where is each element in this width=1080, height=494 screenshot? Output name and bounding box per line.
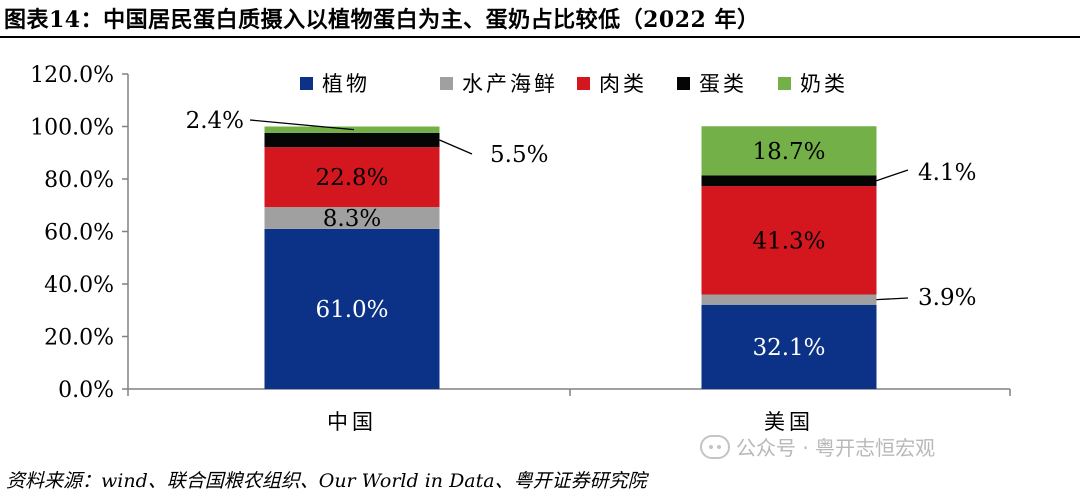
- data-label: 32.1%: [752, 335, 825, 361]
- legend-swatch: [440, 77, 453, 90]
- bar-segment: [264, 207, 440, 229]
- legend-label: 植物: [322, 72, 370, 96]
- y-tick-label: 20.0%: [44, 326, 114, 351]
- data-label: 22.8%: [315, 165, 388, 191]
- legend-label: 蛋类: [699, 72, 747, 96]
- legend-swatch: [300, 77, 313, 90]
- leader-line: [439, 139, 473, 155]
- x-category-label: 美国: [764, 410, 814, 434]
- data-label: 8.3%: [323, 206, 381, 232]
- y-tick-label: 0.0%: [58, 378, 114, 403]
- bar-segment: [264, 132, 440, 148]
- figure-title: 图表14：中国居民蛋白质摄入以植物蛋白为主、蛋奶占比较低（2022 年）: [4, 7, 760, 33]
- y-tick-label: 80.0%: [44, 168, 114, 193]
- legend-swatch: [677, 77, 690, 90]
- data-label: 61.0%: [315, 297, 388, 323]
- bar-segment: [701, 294, 877, 305]
- watermark-text: 公众号 · 粤开志恒宏观: [736, 436, 936, 460]
- y-tick-label: 40.0%: [44, 273, 114, 298]
- legend-label: 奶类: [800, 72, 848, 96]
- data-label: 41.3%: [752, 228, 825, 254]
- data-label: 3.9%: [918, 285, 976, 311]
- x-category-label: 中国: [327, 410, 377, 434]
- data-label: 5.5%: [490, 142, 548, 168]
- leader-line: [876, 169, 909, 182]
- bar-segment: [264, 228, 440, 389]
- bar-segment: [264, 147, 440, 208]
- chart-data-labels: 61.0% 8.3% 22.8% 5.5% 2.4% 32.1% 3.9% 41.3% 4.1%…: [186, 108, 977, 361]
- bar-segment: [701, 186, 877, 295]
- bar-segment: [701, 304, 877, 389]
- data-label: 18.7%: [752, 139, 825, 165]
- bar-segment: [701, 126, 877, 176]
- legend-label: 水产海鲜: [462, 72, 558, 96]
- leader-line: [876, 297, 909, 301]
- watermark: 公众号 · 粤开志恒宏观: [700, 432, 935, 461]
- stacked-bar-chart: 0.0% 20.0% 40.0% 60.0% 80.0% 100.0% 120.0% 中国 美国…: [30, 63, 1011, 434]
- y-tick-label: 120.0%: [30, 63, 114, 88]
- chart-legend: 植物 水产海鲜 肉类 蛋类 奶类: [300, 72, 848, 96]
- leader-line: [249, 119, 355, 131]
- data-label: 2.4%: [186, 108, 244, 134]
- y-tick-label: 100.0%: [30, 116, 114, 141]
- y-tick-label: 60.0%: [44, 221, 114, 246]
- legend-swatch: [577, 77, 590, 90]
- title-divider: [0, 36, 1080, 38]
- data-label: 4.1%: [918, 160, 976, 186]
- legend-swatch: [778, 77, 791, 90]
- wechat-icon: [700, 434, 730, 459]
- source-note: 资料来源：wind、联合国粮农组织、Our World in Data、粤开证券…: [6, 470, 647, 492]
- bar-segment: [701, 175, 877, 187]
- chart-bars: [264, 126, 877, 389]
- legend-label: 肉类: [599, 72, 647, 96]
